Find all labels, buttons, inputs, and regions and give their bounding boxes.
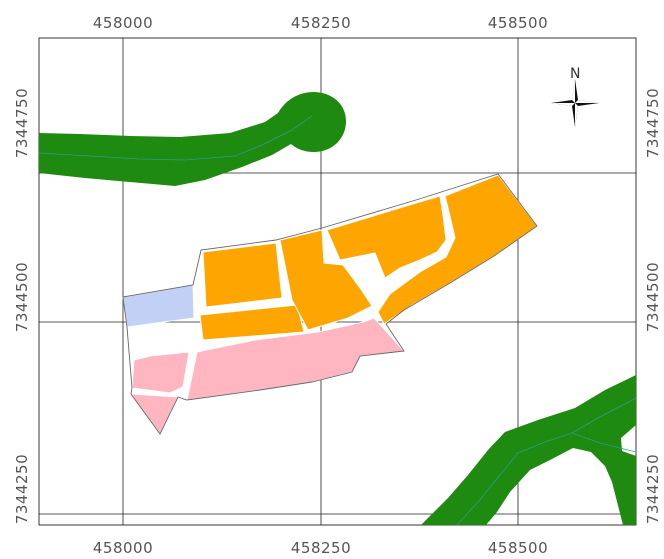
road-north-centerline <box>38 115 313 161</box>
parcel-orange-southwest <box>199 304 305 341</box>
y-label-left-7344500: 7344500 <box>13 262 31 332</box>
parcel-pink-west <box>131 351 190 394</box>
compass-rose-highlight-west <box>551 103 575 106</box>
x-axis-labels-bottom: 458000 458250 458500 <box>93 539 548 557</box>
compass-rose-highlight <box>572 79 575 103</box>
road-southeast-branch-centerline <box>571 432 637 453</box>
north-arrow-label: N <box>570 66 580 82</box>
parcel-orange-west <box>202 242 283 308</box>
y-label-right-7344500: 7344500 <box>644 262 662 332</box>
y-label-right-7344750: 7344750 <box>644 88 662 158</box>
compass-rose-highlight-east <box>575 100 599 103</box>
y-axis-labels-right: 7344750 7344500 7344250 <box>644 88 662 524</box>
parcels-pink <box>129 317 406 435</box>
x-label-top-458250: 458250 <box>291 14 351 32</box>
y-label-left-7344250: 7344250 <box>13 454 31 524</box>
parcels-orange <box>199 174 538 341</box>
y-axis-labels-left: 7344750 7344500 7344250 <box>13 88 31 524</box>
x-label-top-458000: 458000 <box>93 14 153 32</box>
parcel-pink-triangle <box>129 393 179 435</box>
road-north <box>38 92 346 186</box>
x-label-bottom-458250: 458250 <box>291 539 351 557</box>
development-outline <box>122 173 538 435</box>
y-label-left-7344750: 7344750 <box>13 88 31 158</box>
road-southeast <box>421 375 637 526</box>
road-southeast-body <box>421 375 636 525</box>
parcel-orange-middle-north <box>326 195 447 279</box>
parcel-orange-middle <box>279 229 373 331</box>
north-arrow: N <box>551 66 599 127</box>
x-label-bottom-458000: 458000 <box>93 539 153 557</box>
map-frame <box>38 37 637 526</box>
road-north-body <box>39 92 346 186</box>
x-label-top-458500: 458500 <box>488 14 548 32</box>
x-label-bottom-458500: 458500 <box>488 539 548 557</box>
y-label-right-7344250: 7344250 <box>644 454 662 524</box>
compass-rose-highlight-south <box>575 103 578 127</box>
x-axis-labels-top: 458000 458250 458500 <box>93 14 548 32</box>
road-southeast-centerline <box>456 397 637 526</box>
